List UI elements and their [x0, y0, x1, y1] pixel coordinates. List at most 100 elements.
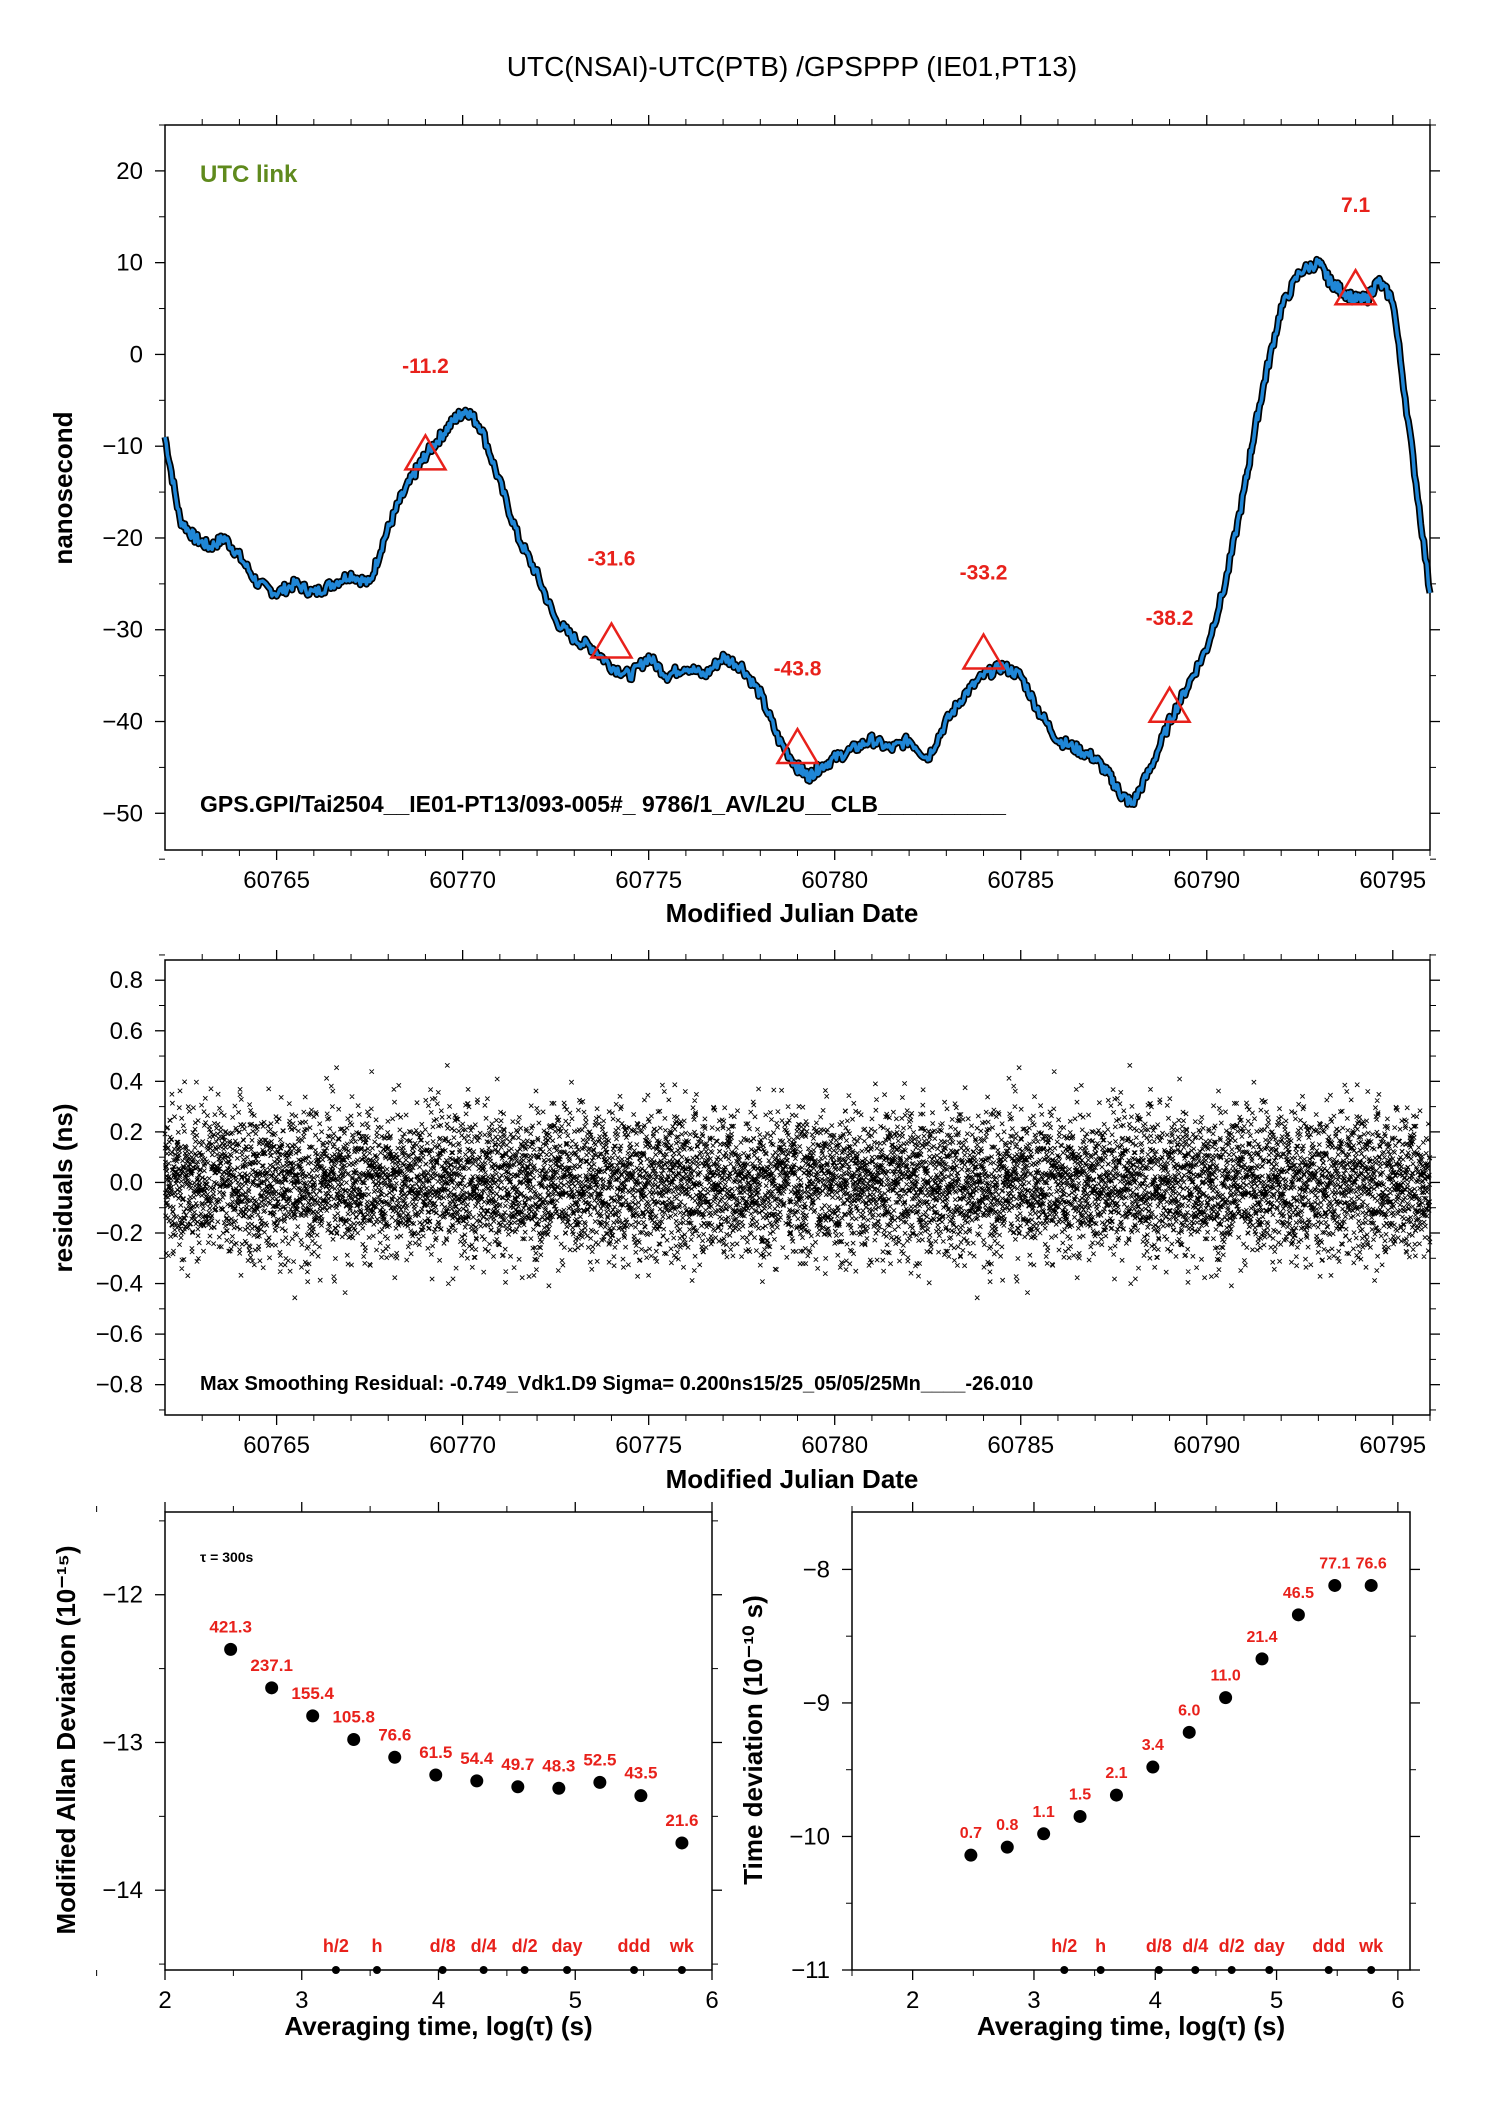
x-tick-label: 60785 — [987, 1432, 1054, 1459]
triangle-marker — [403, 432, 448, 471]
data-point — [470, 1774, 484, 1788]
data-point — [1073, 1809, 1087, 1823]
plot-frame — [851, 1511, 1411, 1971]
time-marker-label: day — [1254, 1936, 1285, 1956]
time-marker-label: h/2 — [1051, 1936, 1077, 1956]
time-marker — [1096, 1966, 1105, 1974]
x-tick-label: 60765 — [243, 867, 310, 894]
triangle-marker — [775, 726, 820, 765]
y-tick-label: −13 — [102, 1729, 143, 1756]
point-label: 237.1 — [250, 1656, 293, 1675]
point-label: 48.3 — [542, 1756, 575, 1775]
point-label: 1.1 — [1033, 1804, 1055, 1821]
time-marker — [630, 1966, 639, 1974]
tau-note: τ = 300s — [200, 1549, 254, 1565]
plot-frame — [164, 1511, 713, 1971]
mdev-panel: 2 3 4 5 6 −12 −13 −14 421.3 237.1 155.4 105.876.6 61… — [51, 1502, 722, 2041]
y-tick-label: −10 — [789, 1823, 830, 1850]
annotation-label: -33.2 — [960, 561, 1008, 584]
x-tick-label: 5 — [1270, 1987, 1283, 2014]
x-tick-label: 60770 — [429, 1432, 496, 1459]
time-marker-label: d/8 — [1146, 1936, 1172, 1956]
x-tick-label: 3 — [295, 1987, 308, 2014]
annotation-label: -11.2 — [402, 355, 449, 378]
triangle-marker — [961, 632, 1006, 670]
y-tick-label: 0.0 — [110, 1169, 143, 1196]
residual-info: Max Smoothing Residual: -0.749_Vdk1.D9 S… — [200, 1373, 1033, 1395]
y-tick-label: −0.4 — [96, 1271, 143, 1298]
annotation-label: -38.2 — [1146, 607, 1194, 630]
data-point — [593, 1775, 607, 1789]
x-tick-label: 60795 — [1359, 1432, 1426, 1459]
time-marker — [438, 1966, 447, 1974]
point-label: 49.7 — [501, 1755, 534, 1774]
y-tick-label: −0.2 — [96, 1220, 143, 1247]
point-label: 1.5 — [1069, 1786, 1091, 1803]
point-label: 61.5 — [419, 1743, 452, 1762]
point-label: 0.7 — [960, 1825, 982, 1842]
point-label: 11.0 — [1210, 1668, 1240, 1685]
x-axis-label: Modified Julian Date — [666, 1464, 919, 1494]
time-marker — [1227, 1966, 1236, 1974]
residual-points — [162, 1062, 1433, 1301]
y-tick-label: 0.6 — [110, 1018, 143, 1045]
time-marker — [331, 1966, 340, 1974]
info-line: GPS.GPI/Tai2504__IE01-PT13/093-005#_ 978… — [200, 791, 1006, 817]
data-point — [347, 1733, 361, 1747]
series-outline — [161, 255, 1434, 808]
data-point — [634, 1789, 648, 1803]
time-marker-label: wk — [669, 1936, 695, 1956]
x-tick-label: 60775 — [615, 867, 682, 894]
data-point — [224, 1642, 238, 1656]
data-point — [388, 1750, 402, 1764]
point-label: 52.5 — [583, 1750, 616, 1769]
time-marker — [1265, 1966, 1274, 1974]
point-label: 76.6 — [1356, 1555, 1387, 1572]
point-label: 421.3 — [209, 1617, 252, 1636]
data-point — [1328, 1578, 1342, 1592]
y-tick-label: −40 — [102, 709, 143, 736]
y-axis-label: Modified Allan Deviation (10⁻¹⁵) — [51, 1546, 81, 1935]
x-tick-label: 3 — [1027, 1987, 1040, 2014]
x-tick-label: 5 — [569, 1987, 582, 2014]
time-marker — [479, 1966, 488, 1974]
top-panel: 60765 60770 60775 60780 60785 60790 60795 20 10 0… — [48, 115, 1440, 928]
time-marker-label: day — [552, 1936, 583, 1956]
y-tick-label: 0.2 — [110, 1119, 143, 1146]
time-marker-label: h/2 — [323, 1936, 349, 1956]
data-point — [1146, 1760, 1160, 1774]
time-marker-label: wk — [1358, 1936, 1384, 1956]
y-tick-label: 0.4 — [110, 1068, 143, 1095]
point-label: 77.1 — [1319, 1555, 1350, 1572]
y-axis-label: residuals (ns) — [48, 1103, 78, 1272]
x-tick-label: 6 — [1391, 1987, 1404, 2014]
x-tick-label: 60780 — [801, 1432, 868, 1459]
time-marker — [1191, 1966, 1200, 1974]
x-tick-label: 60790 — [1173, 867, 1240, 894]
time-marker-label: d/4 — [471, 1936, 497, 1956]
point-label: 0.8 — [996, 1817, 1018, 1834]
time-marker — [1324, 1966, 1333, 1974]
y-tick-label: −0.6 — [96, 1321, 143, 1348]
y-tick-label: −0.8 — [96, 1372, 143, 1399]
y-tick-label: −50 — [102, 800, 143, 827]
tdev-panel: 2 3 4 5 6 −8 −9 −10 −11 0.7 0.8 1.1 1.5 2.1 3.4 6.0 11.0… — [738, 1502, 1420, 2041]
point-label: 21.4 — [1246, 1629, 1277, 1646]
annotation-label: 7.1 — [1341, 194, 1371, 217]
point-label: 21.6 — [665, 1811, 698, 1830]
time-marker — [1154, 1966, 1163, 1974]
y-tick-label: −12 — [102, 1582, 143, 1609]
y-axis-label: Time deviation (10⁻¹⁰ s) — [738, 1595, 768, 1885]
y-tick-label: 10 — [116, 250, 143, 277]
data-point — [675, 1836, 689, 1850]
y-tick-label: 20 — [116, 158, 143, 185]
x-tick-label: 60780 — [801, 867, 868, 894]
point-label: 46.5 — [1283, 1585, 1314, 1602]
point-label: 3.4 — [1142, 1737, 1164, 1754]
annotation-label: -43.8 — [774, 658, 822, 681]
triangle-marker — [589, 621, 634, 659]
y-tick-label: −8 — [803, 1556, 830, 1583]
point-label: 2.1 — [1105, 1765, 1127, 1782]
data-point — [552, 1781, 566, 1795]
